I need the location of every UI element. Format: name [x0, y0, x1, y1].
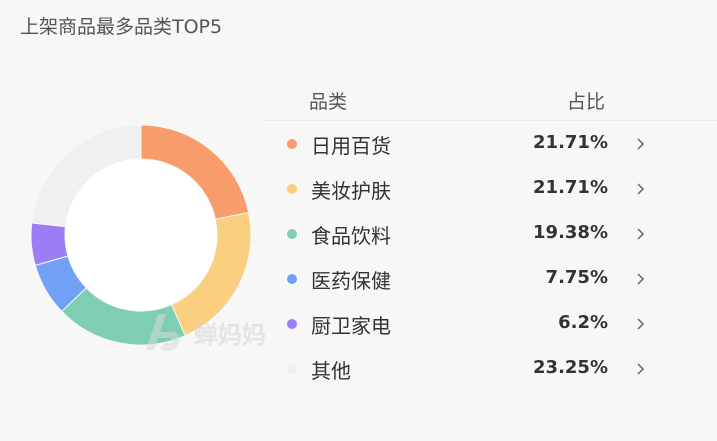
- chart-title: 上架商品最多品类TOP5: [20, 16, 223, 38]
- share-value: 21.71%: [533, 132, 608, 153]
- legend-color-dot: [287, 184, 297, 194]
- category-name: 日用百货: [311, 134, 391, 158]
- header-share: 占比: [567, 91, 606, 113]
- table-header: 品类 占比: [264, 80, 717, 121]
- share-value: 7.75%: [545, 267, 608, 288]
- chevron-right-icon[interactable]: [635, 137, 647, 151]
- table-row[interactable]: 其他 23.25%: [264, 346, 717, 391]
- table-row[interactable]: 美妆护肤 21.71%: [264, 166, 717, 211]
- share-value: 21.71%: [533, 177, 608, 198]
- chevron-right-icon[interactable]: [635, 182, 647, 196]
- share-value: 6.2%: [558, 312, 608, 333]
- legend-color-dot: [287, 364, 297, 374]
- category-name: 美妆护肤: [311, 179, 391, 203]
- chevron-right-icon[interactable]: [635, 272, 647, 286]
- table-row[interactable]: 食品饮料 19.38%: [264, 211, 717, 256]
- category-name: 其他: [311, 359, 351, 383]
- chevron-right-icon[interactable]: [635, 227, 647, 241]
- legend-color-dot: [287, 319, 297, 329]
- donut-hole: [65, 159, 217, 311]
- table-row[interactable]: 厨卫家电 6.2%: [264, 301, 717, 346]
- table-row[interactable]: 医药保健 7.75%: [264, 256, 717, 301]
- chevron-right-icon[interactable]: [635, 362, 647, 376]
- legend-color-dot: [287, 274, 297, 284]
- table-rows: 日用百货 21.71% 美妆护肤 21.71% 食品饮料 19.38% 医药保健 7.75% 厨…: [264, 121, 717, 391]
- watermark-text: 蝉妈妈: [194, 320, 266, 349]
- legend-color-dot: [287, 139, 297, 149]
- header-category: 品类: [309, 91, 348, 113]
- share-value: 19.38%: [533, 222, 608, 243]
- share-value: 23.25%: [533, 357, 608, 378]
- category-name: 医药保健: [311, 269, 391, 293]
- watermark-logo-icon: [146, 314, 180, 351]
- category-name: 食品饮料: [311, 224, 391, 248]
- category-share-table: 品类 占比 日用百货 21.71% 美妆护肤 21.71% 食品饮料 19.38% 医药保健…: [264, 80, 717, 391]
- legend-color-dot: [287, 229, 297, 239]
- watermark: 蝉妈妈: [138, 308, 266, 356]
- donut-slices: [30, 124, 252, 346]
- category-name: 厨卫家电: [311, 314, 391, 338]
- table-row[interactable]: 日用百货 21.71%: [264, 121, 717, 166]
- chevron-right-icon[interactable]: [635, 317, 647, 331]
